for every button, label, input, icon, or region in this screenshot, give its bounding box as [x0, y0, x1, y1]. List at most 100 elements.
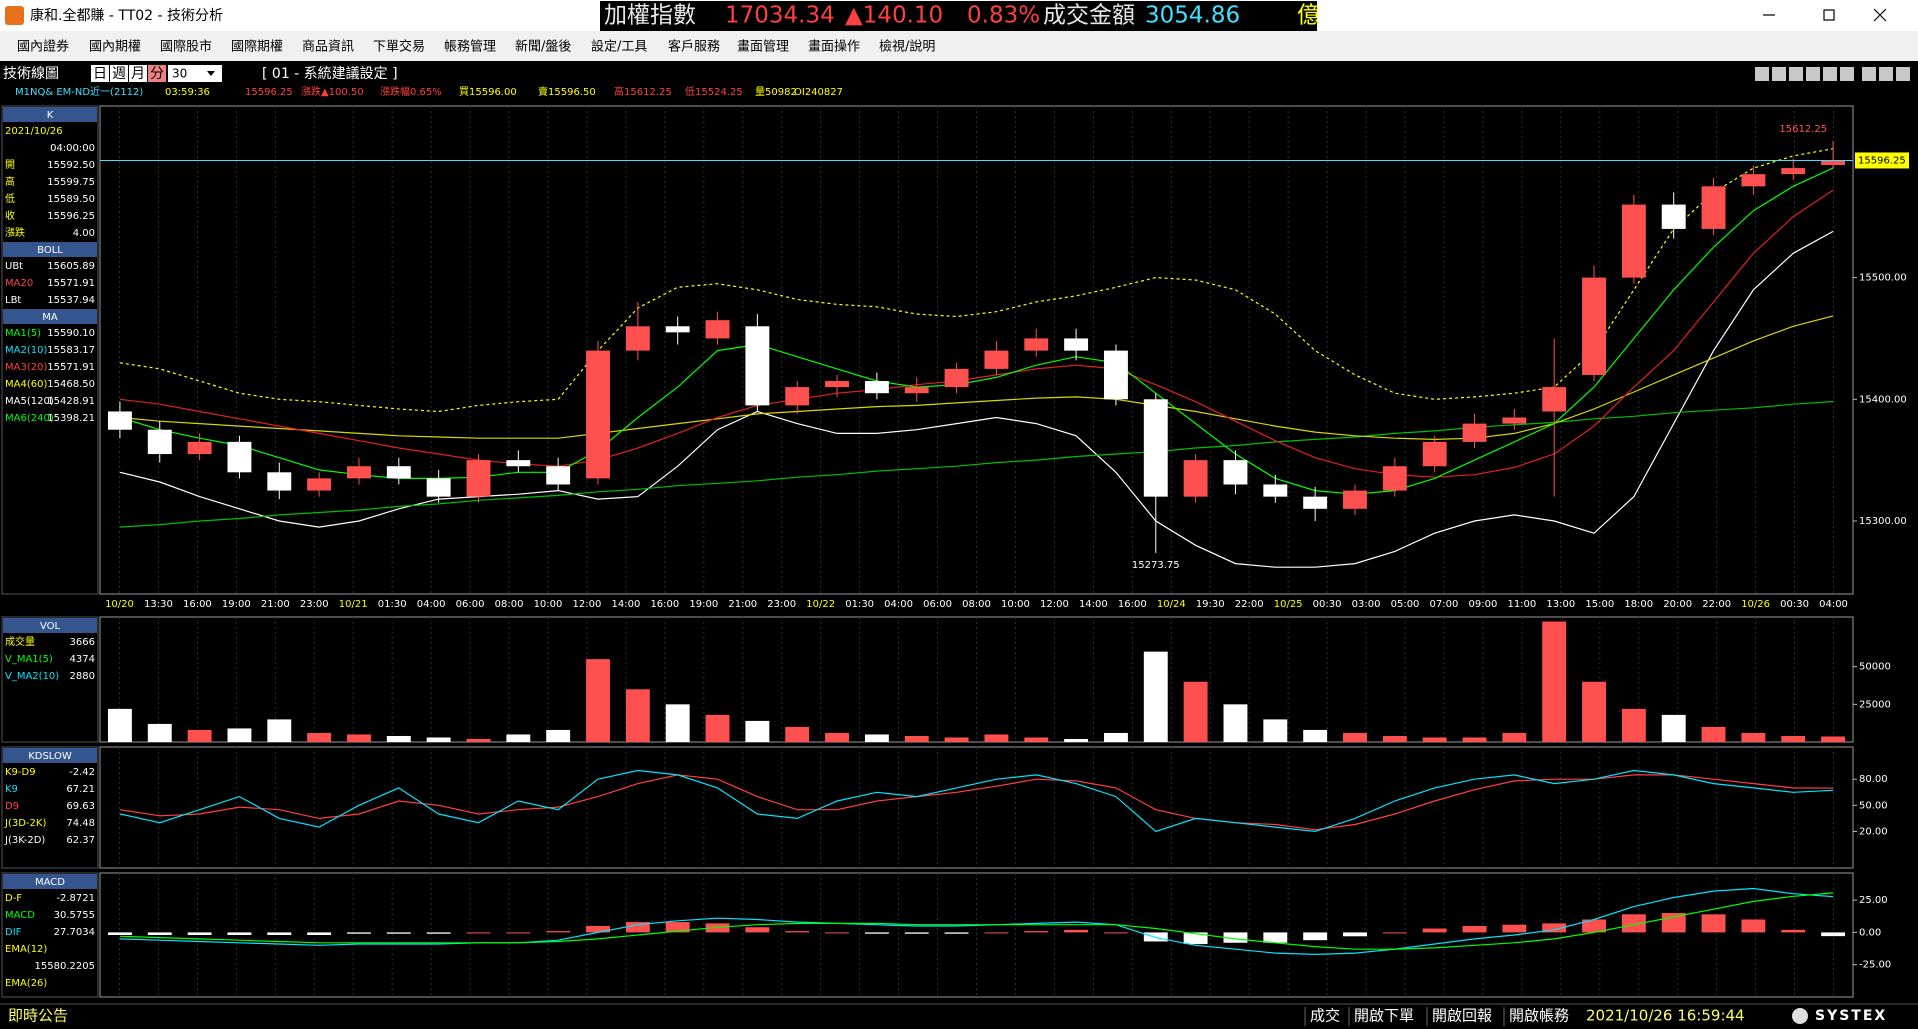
- notice-label[interactable]: 即時公告: [8, 1007, 68, 1025]
- volume-bar: [1303, 729, 1328, 742]
- period-label[interactable]: 週: [112, 66, 126, 82]
- volume-bar: [267, 719, 292, 742]
- side-value: 4.00: [73, 228, 95, 239]
- volume-bar: [1422, 737, 1447, 742]
- x-tick-label: 10/22: [806, 599, 835, 610]
- tool-button[interactable]: [1823, 67, 1837, 81]
- side-label: LBt: [5, 295, 21, 306]
- quote-text: 低15524.25: [685, 85, 743, 98]
- period-button[interactable]: [110, 65, 128, 82]
- osc-bar: [1064, 929, 1089, 933]
- volume-bar: [944, 737, 969, 742]
- close[interactable]: [1873, 8, 1887, 22]
- side-label: J(3D-2K): [4, 818, 46, 829]
- restore[interactable]: [1823, 9, 1835, 21]
- candle-body: [625, 326, 650, 351]
- status-button[interactable]: 開啟帳務: [1509, 1007, 1569, 1025]
- menu-item[interactable]: 畫面操作: [808, 39, 860, 55]
- x-tick-label: 10:00: [1001, 599, 1030, 610]
- status-button[interactable]: 成交: [1310, 1007, 1340, 1025]
- period-button[interactable]: [129, 65, 147, 82]
- tool-button[interactable]: [1879, 67, 1893, 81]
- osc-bar: [1103, 932, 1128, 934]
- chart-tools[interactable]: [1755, 67, 1910, 81]
- volume-bar: [386, 735, 411, 742]
- menu-item[interactable]: 畫面管理: [737, 40, 789, 55]
- status-button[interactable]: 開啟回報: [1432, 1007, 1492, 1025]
- menu-item[interactable]: 國內證券: [17, 39, 69, 55]
- candle-body: [1462, 423, 1487, 442]
- interval-select[interactable]: [168, 65, 222, 82]
- menu-item[interactable]: 下單交易: [373, 39, 425, 55]
- menu-item[interactable]: 新聞/盤後: [515, 39, 571, 55]
- dropdown-arrow[interactable]: [207, 71, 215, 76]
- menu-item[interactable]: 帳務管理: [444, 40, 496, 55]
- volume-bar: [426, 737, 451, 742]
- brand: SYSTEX: [1815, 1008, 1887, 1024]
- candle-body: [745, 326, 770, 406]
- side-value: 15592.50: [47, 160, 95, 171]
- candle-body: [984, 350, 1009, 369]
- x-tick-label: 21:00: [261, 599, 290, 610]
- candle-body: [1661, 204, 1686, 229]
- menu-item[interactable]: 商品資訊: [302, 40, 354, 55]
- tool-button[interactable]: [1840, 67, 1854, 81]
- period-button[interactable]: [91, 65, 109, 82]
- interval-value[interactable]: 30: [172, 67, 187, 81]
- period-button[interactable]: [148, 65, 166, 82]
- menu-item[interactable]: 國際股市: [160, 39, 212, 55]
- side-label: 低: [5, 192, 15, 205]
- side-section-header: [3, 618, 97, 633]
- osc-bar: [1183, 932, 1208, 945]
- menu-item[interactable]: 國際期權: [231, 40, 283, 55]
- menu-item[interactable]: 設定/工具: [591, 39, 647, 55]
- x-tick-label: 22:00: [1702, 599, 1731, 610]
- osc-bar: [625, 922, 650, 933]
- y-tick-label: 50.00: [1859, 800, 1888, 811]
- tool-button[interactable]: [1789, 67, 1803, 81]
- volume-bar: [1542, 621, 1567, 742]
- side-value: 69.63: [66, 801, 95, 812]
- tool-button[interactable]: [1806, 67, 1820, 81]
- period-label[interactable]: 日: [93, 66, 107, 82]
- volume-bar: [1024, 737, 1049, 742]
- side-section-header: [3, 107, 97, 122]
- volume-bar: [1741, 732, 1766, 742]
- period-label[interactable]: 分: [150, 66, 164, 82]
- period-label[interactable]: 月: [131, 66, 145, 82]
- menu-item[interactable]: 客戶服務: [668, 39, 720, 55]
- x-tick-label: 10/25: [1274, 599, 1303, 610]
- osc-bar: [1741, 919, 1766, 933]
- x-tick-label: 23:00: [300, 599, 329, 610]
- x-tick-label: 14:00: [611, 599, 640, 610]
- quote-text: 15596.25: [245, 87, 293, 98]
- quote-text: M1NQ& EM-ND近一(2112): [15, 85, 143, 98]
- tool-button[interactable]: [1862, 67, 1876, 81]
- side-label: K9-D9: [5, 767, 36, 778]
- side-value: 62.37: [66, 835, 95, 846]
- side-label: 收: [5, 209, 15, 222]
- osc-bar: [347, 932, 371, 934]
- side-value: 3666: [70, 637, 95, 648]
- menu-item[interactable]: 檢視/說明: [879, 39, 935, 55]
- side-value: 15571.91: [47, 362, 95, 373]
- osc-bar: [586, 925, 610, 933]
- x-tick-label: 06:00: [456, 599, 485, 610]
- volume-bar: [705, 714, 730, 742]
- side-value: -2.42: [69, 767, 95, 778]
- candle-body: [386, 466, 411, 479]
- window-controls[interactable]: [1763, 8, 1887, 22]
- volume-bar: [1223, 704, 1248, 742]
- tool-button[interactable]: [1772, 67, 1786, 81]
- quote-text: 漲跌▲100.50: [301, 85, 364, 98]
- volume-bar: [1382, 735, 1407, 742]
- side-value: 4374: [70, 654, 95, 665]
- menu-item[interactable]: 國內期權: [89, 40, 141, 55]
- tool-button[interactable]: [1896, 67, 1910, 81]
- volume-bar: [1582, 681, 1606, 742]
- x-tick-label: 19:00: [222, 599, 251, 610]
- status-button[interactable]: 開啟下單: [1354, 1007, 1414, 1025]
- candle-body: [665, 326, 690, 333]
- tool-button[interactable]: [1755, 67, 1769, 81]
- volume-bar: [227, 728, 252, 742]
